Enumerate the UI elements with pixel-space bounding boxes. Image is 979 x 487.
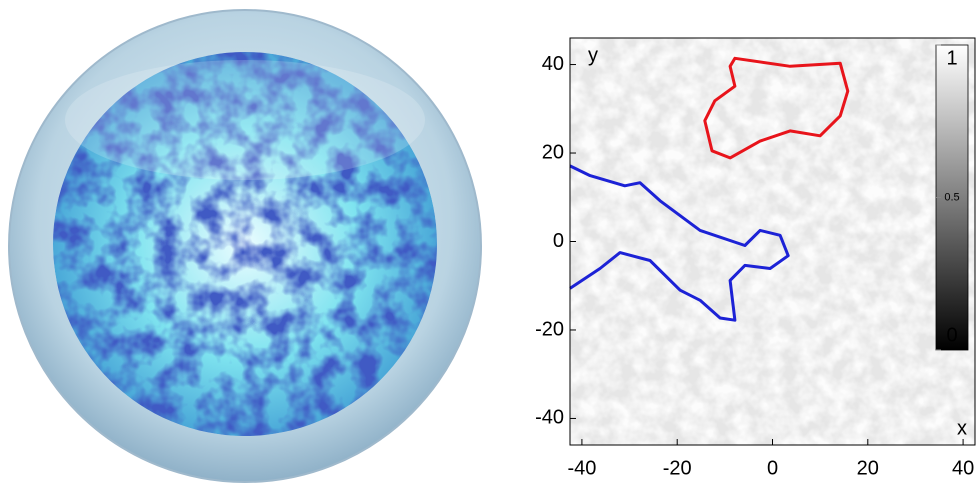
x-tick-label: 0 — [767, 457, 778, 479]
heatmap — [570, 38, 975, 445]
y-tick-label: -20 — [535, 318, 564, 340]
x-tick-label: 40 — [952, 457, 974, 479]
y-tick-label: -40 — [535, 407, 564, 429]
highlight — [65, 60, 425, 180]
y-tick-label: 0 — [553, 230, 564, 252]
colorbar-tick-label: 1 — [946, 47, 957, 69]
colorbar-tick-label: 0 — [946, 324, 957, 346]
x-tick-label: -20 — [663, 457, 692, 479]
figure: -40 -20 0 20 40 -40 -20 0 20 40 y x 0 0.5 1 — [0, 0, 979, 487]
x-tick-label: 20 — [857, 457, 879, 479]
y-tick-label: 40 — [542, 53, 564, 75]
colorbar-tick-label: 0.5 — [944, 191, 959, 203]
y-axis-label: y — [588, 44, 598, 66]
page: {"chart_data": { "type": "heatmap", "x_l… — [0, 0, 979, 487]
x-tick-label: -40 — [567, 457, 596, 479]
y-tick-label: 20 — [542, 141, 564, 163]
x-axis-label: x — [957, 417, 967, 439]
